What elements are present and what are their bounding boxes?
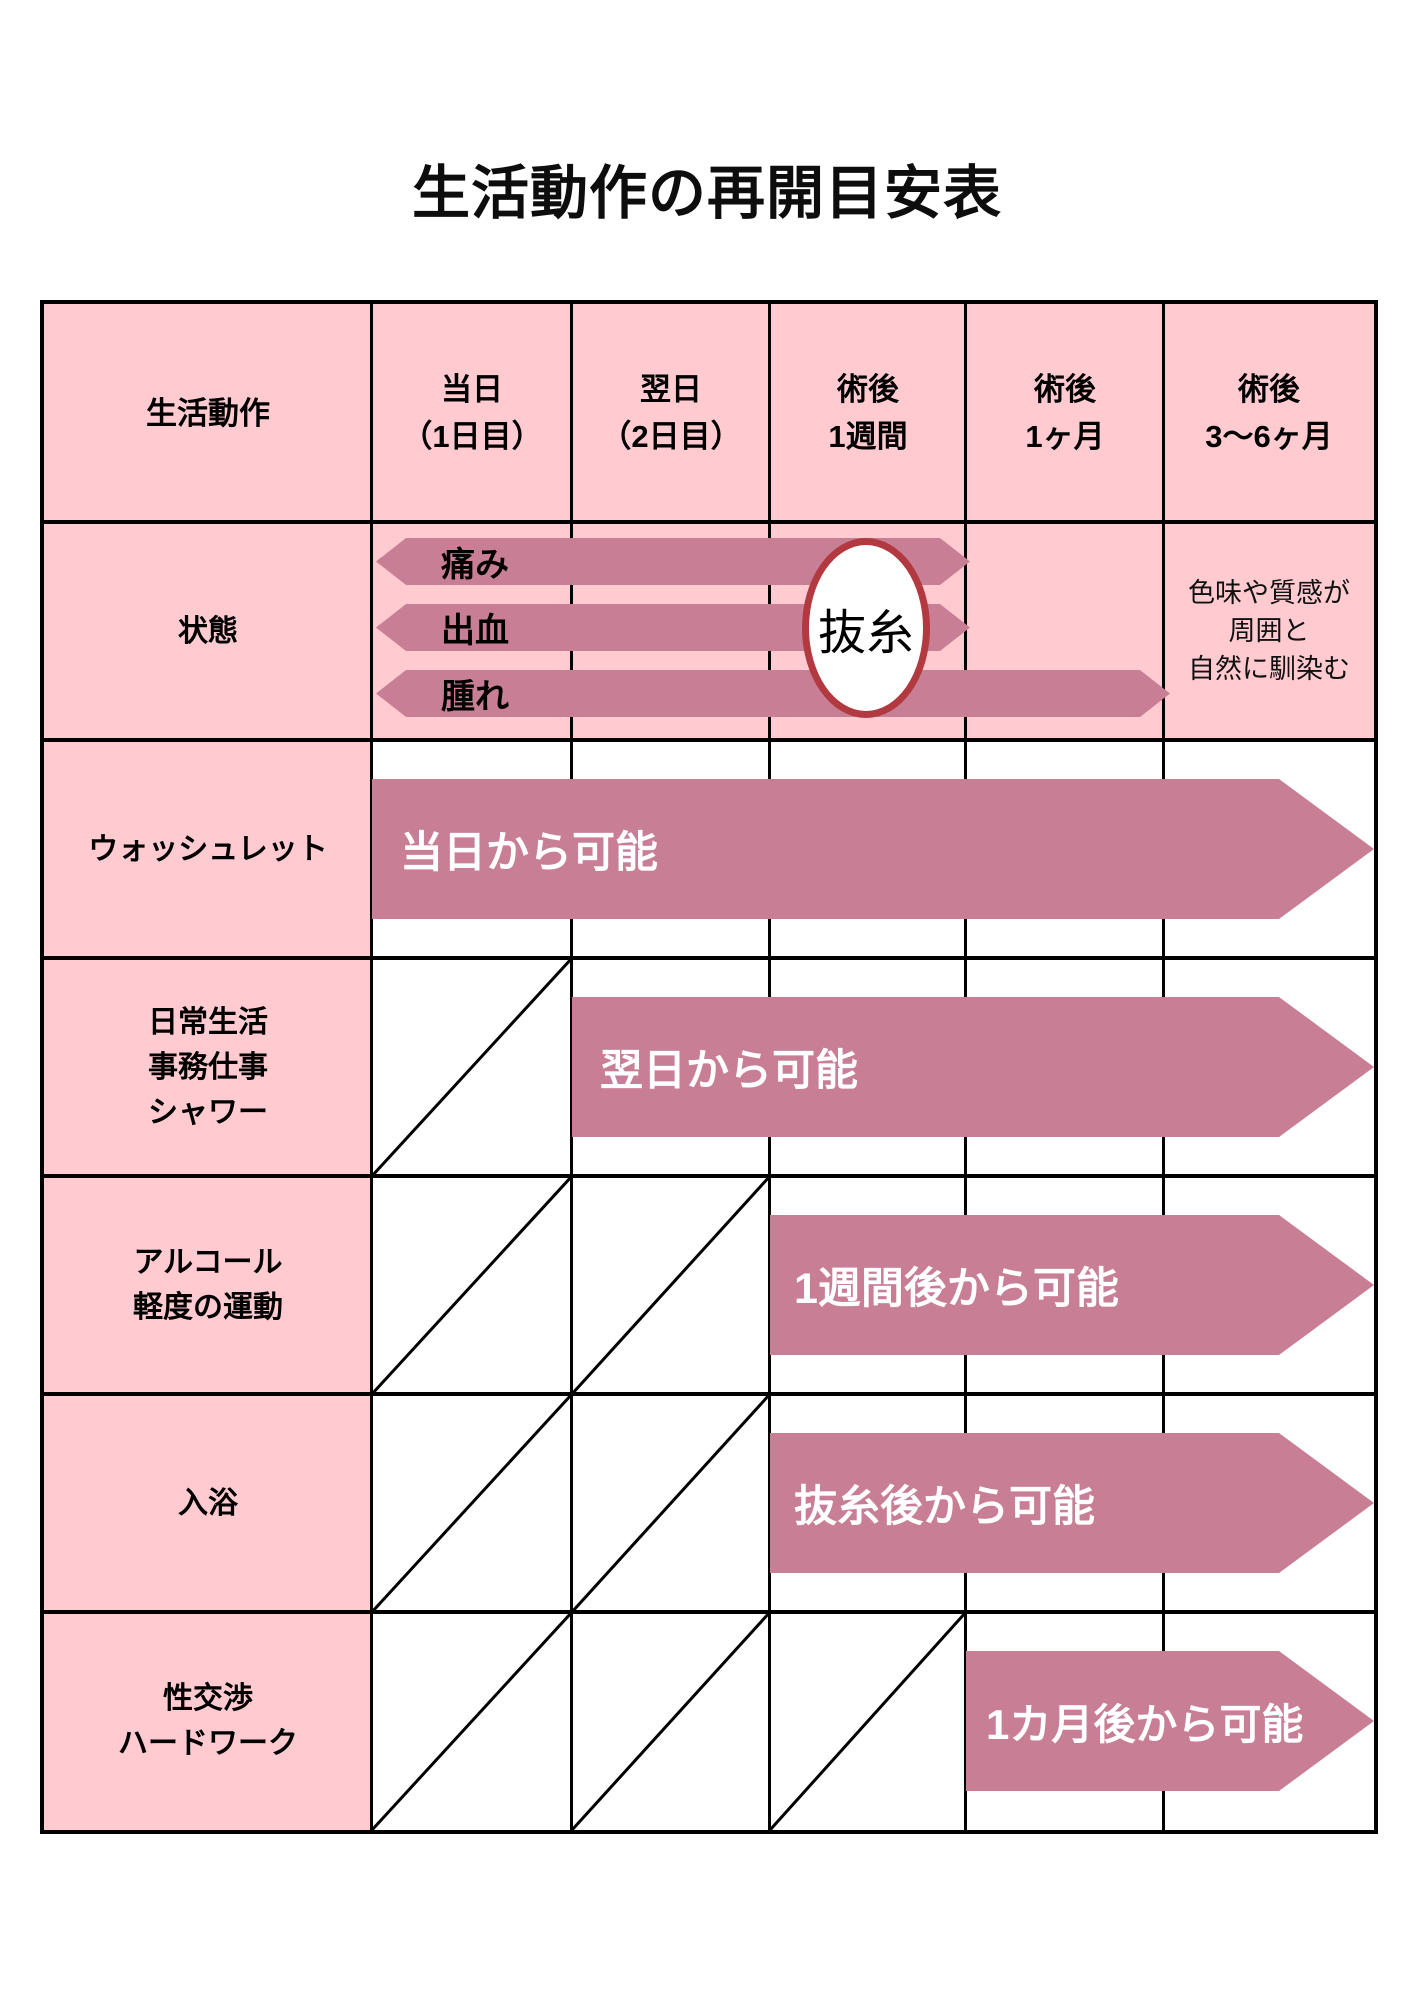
header-cell-one-month: 術後 1ヶ月 (966, 304, 1164, 522)
arrow-label: 当日から可能 (400, 829, 658, 877)
suture-removal-label: 抜糸 (817, 607, 914, 660)
header-line1: 術後 (1034, 372, 1096, 407)
row-label-state: 状態 (44, 522, 372, 740)
suture-removal-circle: 抜糸 (802, 538, 930, 718)
header-line1: 当日 (441, 372, 503, 407)
row-label-intercourse-hardwork: 性交渉 ハードワーク (44, 1612, 372, 1830)
arrow-label: 1カ月後から可能 (986, 1700, 1304, 1748)
row-label-washlet: ウォッシュレット (44, 740, 372, 958)
note-line: 色味や質感が (1188, 578, 1350, 608)
symptom-label: 痛み (441, 546, 509, 584)
row-label-line: 入浴 (178, 1486, 238, 1520)
grid-line-horizontal (44, 520, 1374, 524)
row-label-line: シャワー (148, 1095, 268, 1129)
row-label-line: ハードワーク (118, 1727, 298, 1760)
row-label-line: 性交渉 (163, 1682, 253, 1715)
diagonal-line (372, 958, 572, 1176)
diagonal-line (372, 1176, 572, 1394)
row-label-line: アルコール (133, 1246, 283, 1279)
symptom-label: 出血 (441, 612, 509, 650)
symptom-arrow-swelling: 腫れ (376, 670, 1170, 717)
page-title: 生活動作の再開目安表 (411, 161, 1002, 226)
state-label: 状態 (178, 614, 238, 648)
grid-line-horizontal (44, 1610, 1374, 1614)
header-cell-activity: 生活動作 (44, 304, 372, 522)
grid-line-horizontal (44, 1174, 1374, 1178)
arrow-label: 翌日から可能 (600, 1047, 858, 1095)
arrow-label: 1週間後から可能 (794, 1265, 1119, 1313)
header-line1: 術後 (837, 372, 899, 407)
row-label-line: 軽度の運動 (133, 1291, 283, 1324)
timeline-arrow-daily-life: 翌日から可能 (572, 997, 1374, 1137)
recovery-table: 生活動作 当日 （1日目） 翌日 （2日目） 術後 1週間 術後 1ヶ月 術後 … (40, 300, 1378, 1834)
timeline-arrow-bathing: 抜糸後から可能 (770, 1433, 1374, 1573)
diagonal-line (572, 1176, 770, 1394)
header-line2: 1ヶ月 (1025, 419, 1105, 454)
row-label-bathing: 入浴 (44, 1394, 372, 1612)
header-activity-label: 生活動作 (146, 395, 270, 431)
header-line2: 3〜6ヶ月 (1205, 419, 1333, 454)
header-line2: 1週間 (828, 419, 908, 454)
note-line: 周囲と (1228, 616, 1310, 646)
diagonal-line (770, 1612, 966, 1830)
label-column-background (44, 740, 372, 1830)
symptom-label: 腫れ (441, 678, 509, 716)
diagonal-line (372, 1394, 572, 1612)
grid-line-vertical (370, 304, 373, 1830)
row-label-daily-life: 日常生活 事務仕事 シャワー (44, 958, 372, 1176)
header-cell-one-week: 術後 1週間 (770, 304, 966, 522)
header-line2: （1日目） (401, 419, 543, 454)
diagonal-line (572, 1612, 770, 1830)
diagonal-line (372, 1612, 572, 1830)
row-label-line: 日常生活 (148, 1005, 268, 1039)
header-line1: 術後 (1238, 372, 1300, 407)
state-note: 色味や質感が 周囲と 自然に馴染む (1164, 522, 1374, 740)
header-cell-three-six-months: 術後 3〜6ヶ月 (1164, 304, 1374, 522)
row-label-line: 事務仕事 (148, 1050, 268, 1084)
timeline-arrow-washlet: 当日から可能 (372, 779, 1374, 919)
grid-line-horizontal (44, 1392, 1374, 1396)
grid-line-vertical (570, 304, 573, 1830)
grid-line-horizontal (44, 956, 1374, 960)
diagonal-line (572, 1394, 770, 1612)
grid-line-horizontal (44, 738, 1374, 742)
header-cell-next-day: 翌日 （2日目） (572, 304, 770, 522)
header-row-background (44, 304, 1374, 522)
row-label-alcohol-exercise: アルコール 軽度の運動 (44, 1176, 372, 1394)
header-line2: （2日目） (600, 419, 742, 454)
header-cell-day-of-surgery: 当日 （1日目） (372, 304, 572, 522)
note-line: 自然に馴染む (1188, 654, 1350, 684)
header-line1: 翌日 (640, 372, 702, 407)
timeline-arrow-intercourse-hardwork: 1カ月後から可能 (966, 1651, 1374, 1791)
arrow-label: 抜糸後から可能 (794, 1483, 1095, 1531)
row-label-line: ウォッシュレット (88, 832, 328, 866)
timeline-arrow-alcohol-exercise: 1週間後から可能 (770, 1215, 1374, 1355)
